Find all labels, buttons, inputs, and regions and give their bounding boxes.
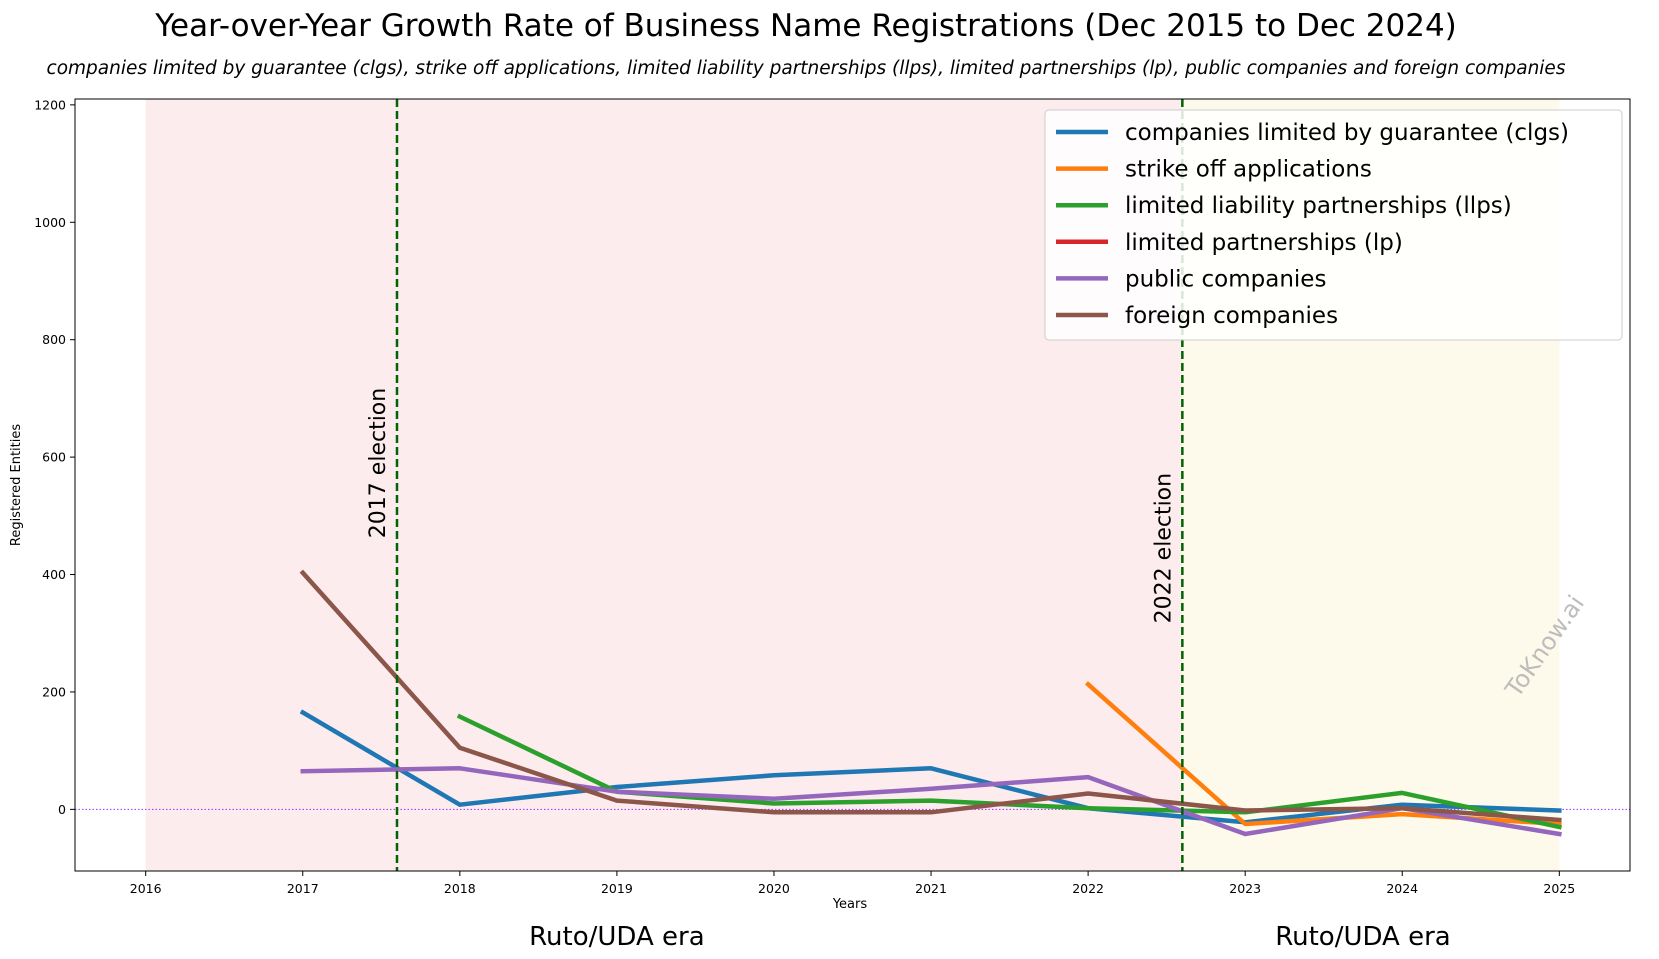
shaded-region-0 bbox=[145, 99, 1183, 871]
y-tick-label-5: 1000 bbox=[34, 215, 66, 230]
x-tick-label-7: 2023 bbox=[1229, 881, 1261, 896]
x-tick-label-8: 2024 bbox=[1386, 881, 1418, 896]
era-label-1: Ruto/UDA era bbox=[1275, 922, 1451, 952]
legend-label-4: public companies bbox=[1125, 266, 1326, 292]
x-tick-label-6: 2022 bbox=[1072, 881, 1104, 896]
legend-label-3: limited partnerships (lp) bbox=[1125, 230, 1403, 256]
x-tick-label-5: 2021 bbox=[915, 881, 947, 896]
y-axis-ticks: 0 200 400 600 800 1000 1200 bbox=[34, 97, 75, 817]
y-tick-label-4: 800 bbox=[42, 332, 66, 347]
y-tick-label-3: 600 bbox=[42, 450, 66, 465]
x-tick-label-0: 2016 bbox=[130, 881, 162, 896]
series-line-4 bbox=[300, 766, 1562, 837]
legend-label-1: strike off applications bbox=[1125, 157, 1372, 183]
chart-subtitle: companies limited by guarantee (clgs), s… bbox=[47, 58, 1566, 79]
era-label-0: Ruto/UDA era bbox=[529, 922, 705, 952]
legend-label-0: companies limited by guarantee (clgs) bbox=[1125, 120, 1569, 146]
y-tick-label-1: 200 bbox=[42, 684, 66, 699]
series-line-5 bbox=[299, 569, 1562, 823]
era-labels: Ruto/UDA era Ruto/UDA era bbox=[529, 922, 1451, 952]
election-lines: 2017 election 2022 election bbox=[366, 99, 1184, 871]
y-axis-label: Registered Entities bbox=[9, 424, 24, 546]
series-layer bbox=[299, 569, 1562, 837]
y-tick-label-0: 0 bbox=[58, 802, 66, 817]
y-tick-label-6: 1200 bbox=[34, 97, 66, 112]
election-label-1: 2022 election bbox=[1151, 473, 1176, 623]
plot-frame bbox=[74, 98, 1631, 872]
legend-box bbox=[1044, 109, 1623, 341]
x-tick-label-2: 2018 bbox=[444, 881, 476, 896]
x-tick-label-9: 2025 bbox=[1543, 881, 1575, 896]
legend: companies limited by guarantee (clgs) str… bbox=[1044, 109, 1623, 341]
legend-label-2: limited liability partnerships (llps) bbox=[1125, 193, 1512, 219]
y-tick-label-2: 400 bbox=[42, 567, 66, 582]
x-tick-label-4: 2020 bbox=[758, 881, 790, 896]
legend-label-5: foreign companies bbox=[1125, 303, 1338, 329]
x-tick-label-3: 2019 bbox=[601, 881, 633, 896]
x-tick-label-1: 2017 bbox=[287, 881, 319, 896]
x-axis-ticks: 2016 2017 2018 2019 2020 2021 2022 2023 2024 2025 bbox=[130, 871, 1575, 896]
election-label-0: 2017 election bbox=[366, 388, 391, 538]
x-axis-label: Years bbox=[832, 897, 868, 912]
chart-title: Year-over-Year Growth Rate of Business N… bbox=[154, 8, 1457, 44]
